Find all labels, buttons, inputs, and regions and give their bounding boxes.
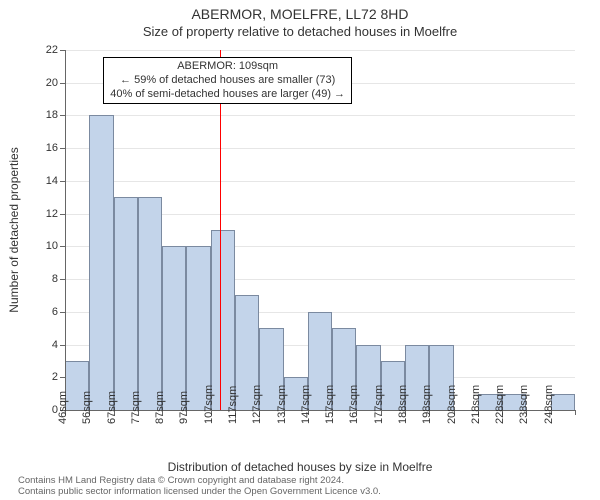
title-sub: Size of property relative to detached ho… xyxy=(0,22,600,39)
y-axis-label: Number of detached properties xyxy=(7,147,21,312)
ytick-label: 4 xyxy=(52,339,58,351)
ytick-label: 10 xyxy=(46,240,58,252)
ytick-label: 8 xyxy=(52,273,58,285)
annotation-line: ← 59% of detached houses are smaller (73… xyxy=(110,74,345,88)
annotation-line: ABERMOR: 109sqm xyxy=(110,60,345,74)
histogram-bar xyxy=(138,197,162,410)
plot-area: ABERMOR: 109sqm← 59% of detached houses … xyxy=(65,50,575,410)
ytick-label: 14 xyxy=(46,175,58,187)
histogram-bar xyxy=(114,197,138,410)
ytick-label: 20 xyxy=(46,77,58,89)
ytick-label: 6 xyxy=(52,306,58,318)
ytick-label: 12 xyxy=(46,208,58,220)
chart: ABERMOR: 109sqm← 59% of detached houses … xyxy=(65,50,575,410)
ytick-label: 18 xyxy=(46,109,58,121)
gridline xyxy=(65,181,575,182)
histogram-bar xyxy=(89,115,113,410)
xtick-mark xyxy=(575,410,576,415)
footer-line: Contains public sector information licen… xyxy=(18,487,381,498)
y-axis-line xyxy=(65,50,66,410)
title-main: ABERMOR, MOELFRE, LL72 8HD xyxy=(0,0,600,22)
x-axis-label: Distribution of detached houses by size … xyxy=(0,460,600,474)
annotation-line: 40% of semi-detached houses are larger (… xyxy=(110,88,345,102)
gridline xyxy=(65,148,575,149)
footer-attribution: Contains HM Land Registry data © Crown c… xyxy=(18,476,381,498)
histogram-bar xyxy=(162,246,186,410)
ytick-label: 16 xyxy=(46,142,58,154)
annotation-box: ABERMOR: 109sqm← 59% of detached houses … xyxy=(103,57,352,104)
gridline xyxy=(65,50,575,51)
ytick-label: 2 xyxy=(52,371,58,383)
ytick-label: 22 xyxy=(46,44,58,56)
gridline xyxy=(65,115,575,116)
histogram-bar xyxy=(211,230,235,410)
